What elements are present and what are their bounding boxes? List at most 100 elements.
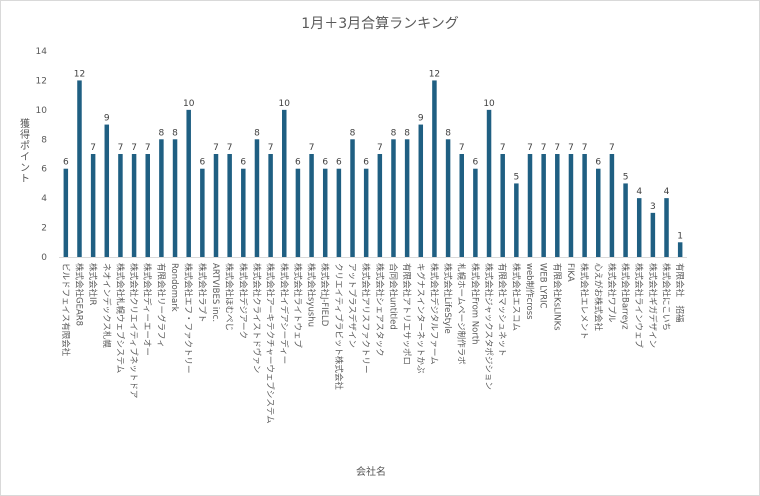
- x-tick-label: 有限会社アトリエサッポロ: [401, 263, 412, 365]
- bar: [432, 80, 437, 258]
- data-label: 9: [418, 114, 424, 124]
- data-label: 5: [513, 172, 519, 182]
- bar: [568, 154, 574, 257]
- x-tick-label: クリエイティブラビット株式会社: [333, 263, 344, 390]
- bar: [200, 168, 205, 257]
- bar: [90, 154, 96, 257]
- x-tick-label: 株式会社にこいち: [661, 263, 672, 331]
- bar: [282, 109, 287, 257]
- data-label: 6: [295, 158, 301, 168]
- bar: [254, 139, 260, 257]
- bar: [445, 139, 451, 257]
- data-label: 7: [309, 143, 315, 153]
- x-tick-label: 株式会社ギガデザイン: [647, 263, 658, 348]
- bar: [650, 212, 656, 257]
- x-tick-label: 株式会社syushu: [306, 263, 317, 327]
- x-tick-label: 有限会社 招福: [674, 263, 685, 323]
- bar: [172, 139, 178, 257]
- bar: [118, 154, 123, 257]
- bar: [77, 80, 82, 258]
- x-tick-label: 株式会社シェアスタック: [374, 263, 385, 357]
- x-tick-label: 札幌ホームページ制作ラボ: [456, 263, 467, 365]
- data-label: 6: [473, 158, 479, 168]
- data-label: 5: [623, 172, 629, 182]
- x-tick-label: Rondomark: [169, 263, 179, 312]
- data-label: 7: [118, 143, 124, 153]
- data-label: 7: [377, 143, 383, 153]
- bar: [677, 242, 683, 257]
- x-tick-label: 株式会社LifeStyle: [442, 263, 453, 334]
- bar: [159, 139, 164, 257]
- data-label: 8: [350, 128, 356, 138]
- y-tick-label: 14: [36, 47, 48, 57]
- data-label: 7: [582, 143, 588, 153]
- data-label: 8: [172, 128, 178, 138]
- bar: [527, 154, 533, 257]
- bar: [322, 168, 328, 257]
- bar: [186, 109, 191, 257]
- data-label: 8: [391, 128, 397, 138]
- data-label: 7: [500, 143, 506, 153]
- data-label: 12: [429, 69, 440, 79]
- data-label: 7: [268, 143, 274, 153]
- x-tick-label: 有限会社KsLINKs: [551, 263, 562, 331]
- bar: [391, 139, 396, 257]
- y-tick-label: 4: [41, 194, 47, 204]
- data-label: 6: [363, 158, 369, 168]
- y-axis-title-char: ポ: [20, 140, 30, 152]
- x-tick-label: 株式会社ラインウェブ: [633, 263, 644, 349]
- bar-series: [63, 80, 683, 258]
- data-label: 9: [104, 114, 110, 124]
- bar: [363, 168, 369, 257]
- data-label: 6: [240, 158, 246, 168]
- bar: [404, 139, 410, 257]
- x-tick-label: web制作cross: [524, 263, 535, 320]
- bar: [241, 168, 246, 257]
- data-label: 10: [279, 99, 291, 109]
- x-tick-label: 株式会社ジャックスタポジション: [483, 263, 494, 390]
- bar: [350, 139, 355, 257]
- data-label: 10: [483, 99, 495, 109]
- x-tick-label: ビルドフェイス有限会社: [60, 263, 71, 357]
- x-tick-label: ARTVIBES inc.: [210, 263, 220, 322]
- data-label: 7: [90, 143, 96, 153]
- bar: [555, 154, 560, 257]
- bar: [623, 183, 628, 257]
- bar: [541, 154, 546, 257]
- y-tick-label: 2: [41, 224, 47, 234]
- data-label: 7: [145, 143, 151, 153]
- data-label: 10: [183, 99, 195, 109]
- x-tick-label: 株式会社ワプル: [606, 263, 617, 323]
- x-tick-label: 合同会社untitled: [387, 263, 398, 330]
- data-label: 7: [131, 143, 137, 153]
- x-tick-label: 株式会社ディーエーオー: [142, 263, 153, 356]
- bar: [486, 109, 492, 257]
- x-tick-label: 株式会社アーキテクチャーウェブシステム: [265, 263, 276, 424]
- x-tick-label: 株式会社エフ・ファクトリー: [183, 263, 194, 374]
- data-label: 4: [636, 187, 642, 197]
- data-label: 6: [336, 158, 342, 168]
- y-tick-label: 6: [41, 165, 47, 175]
- x-tick-label: 有限会社リーグラフィ: [155, 263, 166, 348]
- x-tick-label: 株式会社J-FIELD: [319, 263, 330, 327]
- y-tick-label: 0: [41, 253, 47, 263]
- x-axis: ビルドフェイス有限会社 株式会社GEAR8 株式会社IR ネオインデックス札幌 株式会社…: [59, 257, 687, 424]
- x-tick-label: アットプラスデザイン: [347, 263, 358, 348]
- data-label: 6: [595, 158, 601, 168]
- bar: [596, 168, 601, 257]
- bar: [500, 154, 505, 257]
- data-label: 7: [213, 143, 219, 153]
- bar: [336, 168, 342, 257]
- y-axis-title: 獲得ポイント: [20, 117, 30, 185]
- x-tick-label: 株式会社From North: [469, 263, 480, 345]
- x-tick-label: 株式会社エスコム: [510, 263, 521, 331]
- bar: [213, 154, 219, 257]
- data-label: 3: [650, 202, 656, 212]
- x-tick-label: 有限会社マッシュネット: [497, 263, 508, 357]
- data-label: 6: [63, 158, 69, 168]
- bar: [514, 183, 519, 257]
- x-tick-label: ネオインデックス札幌: [101, 263, 112, 348]
- y-tick-label: 12: [36, 76, 47, 86]
- y-axis-title-char: ン: [20, 163, 30, 174]
